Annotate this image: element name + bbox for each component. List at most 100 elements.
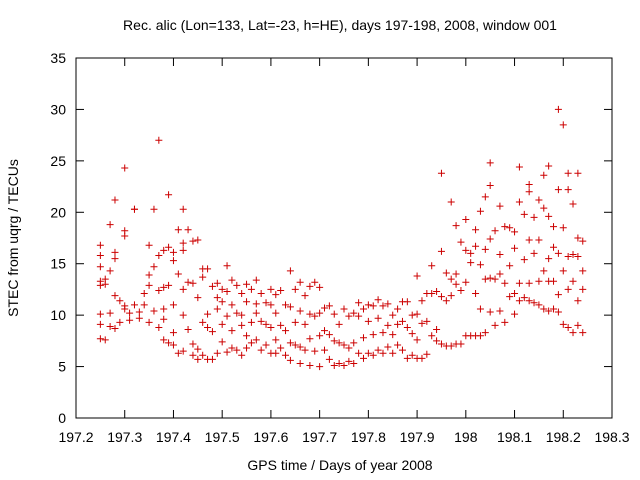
data-point [106,267,114,275]
data-point [208,282,216,290]
plot-border [75,57,613,419]
data-point [330,362,338,370]
data-point [345,344,353,352]
data-point [574,234,582,242]
data-point [413,310,421,318]
data-point [428,290,436,298]
data-point [515,297,523,305]
data-point [272,309,280,317]
data-point [447,292,455,300]
data-point [150,205,158,213]
data-point [306,310,314,318]
data-point [184,326,192,334]
data-point [554,308,562,316]
data-point [189,351,197,359]
data-point [486,159,494,167]
data-point [126,309,134,317]
data-point [525,279,533,287]
data-point [550,243,558,251]
data-point [179,347,187,355]
data-point [194,294,202,302]
data-point [282,301,290,309]
data-point [569,277,577,285]
data-point [467,259,475,267]
data-point [515,279,523,287]
x-tick-label: 198 [454,429,478,445]
data-point [252,276,260,284]
data-point [384,343,392,351]
data-point [169,329,177,337]
data-point [550,223,558,231]
data-point [545,162,553,170]
data-point [228,344,236,352]
data-point [189,279,197,287]
x-axis: 197.2 197.3 197.4 197.5 197.6 197.7 197.8 197.9… [58,58,630,445]
data-point [145,318,153,326]
data-point [520,210,528,218]
data-point [535,196,543,204]
data-point [106,221,114,229]
y-tick-label: 25 [50,153,66,169]
data-point [408,351,416,359]
data-point [189,340,197,348]
data-point [145,271,153,279]
data-point [491,227,499,235]
data-point [286,339,294,347]
data-point [213,305,221,313]
data-point [364,317,372,325]
data-point [340,341,348,349]
data-point [174,349,182,357]
data-point [199,273,207,281]
data-point [321,327,329,335]
data-point [204,323,212,331]
data-point [247,285,255,293]
data-point [428,262,436,270]
data-point [150,307,158,315]
data-point [491,321,499,329]
data-point [262,299,270,307]
x-axis-label: GPS time / Days of year 2008 [247,457,432,473]
data-point [135,314,143,322]
data-point [179,246,187,254]
data-point [316,309,324,317]
data-point [291,285,299,293]
data-point [579,285,587,293]
data-point [267,323,275,331]
data-point [442,297,450,305]
data-point [350,309,358,317]
data-point [525,297,533,305]
data-point [389,311,397,319]
data-point [316,283,324,291]
data-point [545,212,553,220]
x-tick-label: 197.5 [205,429,240,445]
data-point [394,305,402,313]
data-point [369,331,377,339]
data-point [140,290,148,298]
data-point [340,305,348,313]
data-point [160,305,168,313]
data-point [535,301,543,309]
data-point [233,346,241,354]
data-point [437,340,445,348]
data-point [296,343,304,351]
data-point [130,205,138,213]
data-point [286,356,294,364]
data-point [506,262,514,270]
data-point [199,351,207,359]
data-point [355,349,363,357]
y-tick-label: 20 [50,204,66,220]
data-point [335,359,343,367]
data-point [530,213,538,221]
data-point [511,228,519,236]
data-point [530,299,538,307]
data-point [437,247,445,255]
data-point [520,294,528,302]
data-point [306,362,314,370]
data-point [301,292,309,300]
data-point [564,186,572,194]
data-point [545,307,553,315]
data-point [486,274,494,282]
data-point [301,320,309,328]
data-point [330,337,338,345]
data-point [321,304,329,312]
